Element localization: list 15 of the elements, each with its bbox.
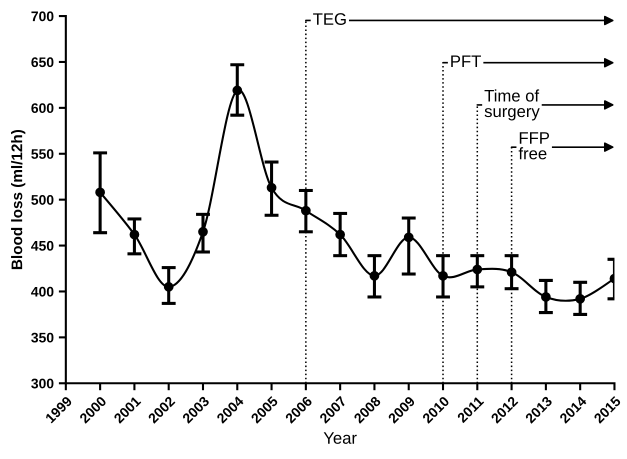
y-tick-label: 700 [31, 11, 54, 22]
y-tick-label: 400 [31, 286, 54, 297]
y-tick-label: 600 [31, 103, 54, 114]
y-tick-label: 450 [31, 240, 54, 251]
x-axis-title: Year [324, 432, 357, 444]
y-axis-title: Blood loss (ml/12h) [11, 130, 26, 270]
y-tick-label: 650 [31, 57, 54, 68]
y-tick-label: 550 [31, 149, 54, 159]
y-tick-label: 500 [31, 195, 54, 205]
y-tick-label: 350 [31, 332, 54, 343]
ref-line-label: PFT [451, 56, 481, 68]
ref-line-label: TEG [313, 13, 346, 25]
ref-line-label: Time of surgery [484, 89, 540, 120]
y-tick-label: 300 [31, 378, 54, 388]
ref-line-label: FFP free [518, 132, 550, 160]
